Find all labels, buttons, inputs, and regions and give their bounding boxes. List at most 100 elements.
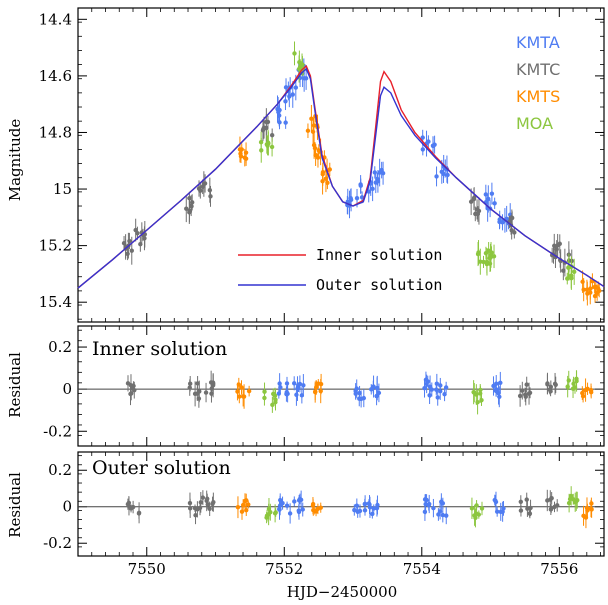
data-point-moa: [487, 261, 493, 266]
data-point-kmtc: [125, 381, 131, 386]
data-point-kmtc: [203, 390, 209, 395]
data-point-moa: [272, 393, 278, 398]
data-point-moa: [266, 141, 271, 146]
data-point-kmtc: [188, 203, 194, 208]
data-point-moa: [565, 384, 570, 389]
data-point-kmts: [240, 394, 246, 399]
data-point-kmtc: [192, 506, 198, 511]
data-point-kmta: [440, 512, 446, 518]
data-point-kmta: [352, 507, 357, 513]
data-point-kmta: [283, 85, 289, 90]
data-point-moa: [476, 512, 482, 517]
data-point-moa: [565, 276, 570, 281]
data-point-kmta: [500, 220, 505, 225]
axis-titles: Magnitude Residual Residual HJD−2450000 …: [6, 119, 397, 601]
data-point-kmta: [423, 377, 429, 382]
outer-residual-panel-title: Outer solution: [92, 457, 231, 479]
data-point-kmts: [235, 389, 240, 394]
data-point-kmta: [430, 143, 436, 149]
data-point-kmtc: [132, 387, 137, 393]
data-point-kmtc: [187, 500, 193, 506]
data-point-kmta: [429, 387, 435, 392]
data-point-kmta: [296, 509, 302, 515]
data-point-kmta: [483, 192, 489, 197]
data-point-moa: [264, 515, 269, 520]
data-point-kmts: [313, 509, 319, 514]
model-legend-label-0: Inner solution: [316, 246, 442, 264]
data-point-moa: [479, 397, 484, 403]
data-point-kmta: [292, 381, 297, 386]
data-point-kmta: [489, 191, 495, 196]
data-point-kmtc: [127, 238, 132, 244]
data-point-kmta: [277, 506, 282, 512]
light-curve-panel: 14.4 14.6 14.8 15 15.2 15.4 KMTA KMTC KMTS MOA Inn…: [39, 7, 605, 323]
data-point-kmtc: [471, 196, 477, 202]
legend-entry-kmta: KMTA: [516, 33, 560, 52]
x-tick-label: 7554: [403, 560, 441, 578]
data-point-moa: [566, 265, 571, 270]
data-point-moa: [476, 250, 481, 255]
data-point-moa: [571, 269, 577, 275]
data-point-kmts: [310, 129, 316, 134]
data-point-kmta: [438, 389, 443, 394]
data-point-moa: [486, 248, 491, 253]
data-point-kmtc: [187, 385, 192, 390]
plot-frame-inner: [77, 325, 605, 447]
data-point-kmts: [592, 284, 597, 290]
data-point-kmta: [493, 498, 498, 503]
data-point-kmta: [370, 186, 375, 192]
data-point-kmts: [239, 385, 244, 390]
data-point-kmts: [243, 150, 249, 155]
data-point-kmts: [309, 116, 314, 121]
data-point-kmts: [592, 293, 598, 299]
data-point-moa: [574, 376, 579, 382]
data-point-kmtc: [523, 394, 528, 399]
data-point-kmta: [287, 511, 293, 516]
data-point-kmta: [290, 92, 295, 97]
data-point-kmta: [434, 387, 439, 392]
data-point-kmtc: [518, 499, 524, 504]
data-point-kmtc: [205, 502, 210, 507]
data-point-kmtc: [518, 508, 524, 513]
y-tick-label-inner: 0.2: [48, 338, 72, 356]
data-point-kmts: [242, 498, 248, 504]
data-point-kmtc: [527, 511, 533, 516]
data-point-kmta: [434, 381, 440, 386]
data-point-kmtc: [524, 497, 529, 502]
data-point-kmta: [435, 395, 440, 400]
data-point-kmts: [318, 505, 323, 510]
data-point-kmtc: [187, 210, 192, 215]
y-tick-label-inner: -0.2: [43, 422, 72, 440]
data-point-moa: [569, 275, 574, 281]
data-point-kmtc: [126, 500, 132, 506]
data-point-kmtc: [517, 393, 523, 399]
data-point-kmtc: [198, 188, 203, 193]
y-axis-title-residual-outer: Residual: [6, 472, 24, 538]
data-point-kmts: [237, 394, 242, 399]
data-point-kmta: [284, 381, 290, 386]
model-curve-outer: [77, 67, 605, 289]
data-point-kmta: [284, 389, 289, 395]
data-point-kmtc: [198, 500, 203, 505]
data-point-kmtc: [202, 181, 208, 186]
data-point-kmtc: [545, 381, 550, 386]
data-point-kmta: [359, 195, 365, 200]
data-point-moa: [478, 387, 483, 393]
data-point-kmtc: [528, 505, 533, 511]
data-point-kmta: [358, 183, 363, 188]
data-point-kmtc: [261, 125, 267, 130]
data-point-kmts: [585, 291, 590, 296]
data-point-kmtc: [136, 511, 142, 516]
data-point-kmts: [588, 286, 593, 291]
data-point-kmts: [239, 147, 244, 152]
data-point-kmtc: [555, 243, 560, 248]
y-tick-label-outer: 0: [62, 498, 72, 516]
data-point-moa: [269, 144, 275, 150]
data-point-moa: [472, 513, 477, 518]
data-point-kmta: [284, 503, 290, 508]
data-point-moa: [474, 503, 479, 508]
data-point-kmta: [376, 390, 382, 396]
data-point-kmtc: [196, 396, 202, 401]
data-point-moa: [292, 51, 297, 56]
data-point-moa: [572, 385, 578, 390]
